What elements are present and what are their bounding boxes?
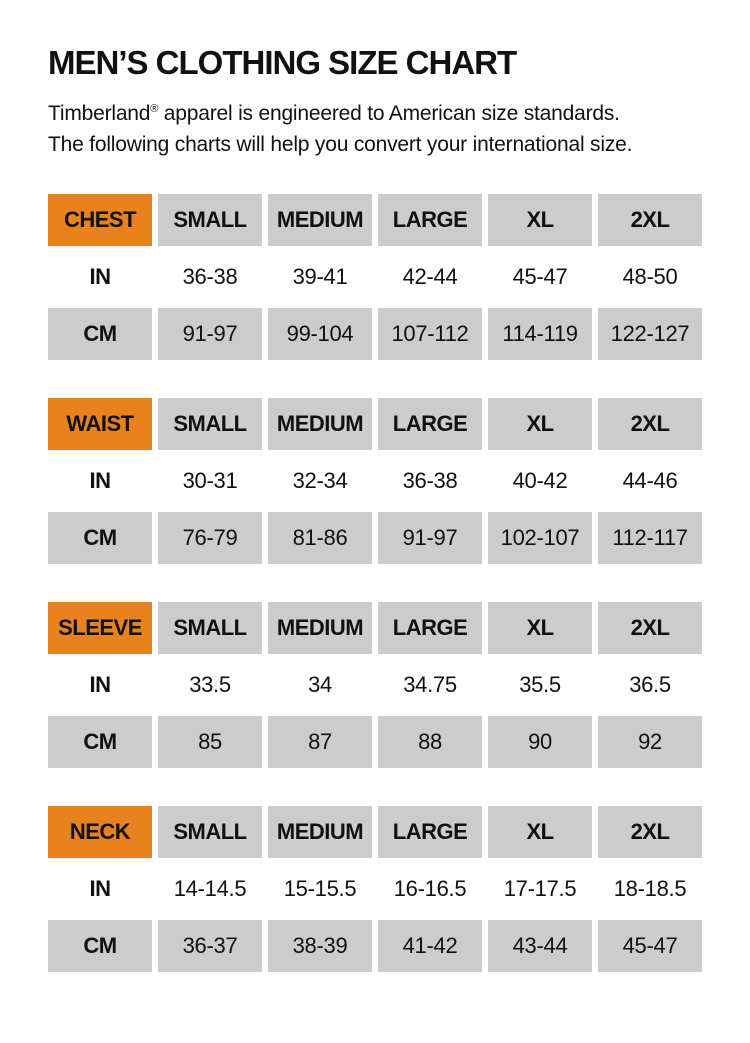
size-header-2xl-sleeve: 2XL: [598, 602, 702, 654]
category-label-neck: NECK: [48, 806, 152, 858]
neck-cm-value-1: 38-39: [268, 920, 372, 972]
size-header-large-sleeve: LARGE: [378, 602, 482, 654]
size-header-small-waist: SMALL: [158, 398, 262, 450]
size-header-xl-sleeve: XL: [488, 602, 592, 654]
neck-in-value-0: 14-14.5: [173, 876, 247, 901]
neck-in-value-2: 16-16.5: [393, 876, 467, 901]
unit-label-cm-chest: CM: [48, 308, 152, 360]
sleeve-in-value-0: 33.5: [189, 672, 231, 697]
chest-in-value-3: 45-47: [512, 264, 568, 289]
size-header-small-sleeve: SMALL: [158, 602, 262, 654]
size-header-large-waist: LARGE: [378, 398, 482, 450]
size-table-waist: WAIST SMALL MEDIUM LARGE XL 2XL IN 30-31 32-34 36…: [48, 398, 702, 564]
size-header-medium-sleeve: MEDIUM: [268, 602, 372, 654]
unit-label-in-neck: IN: [89, 876, 112, 901]
neck-cm-value-0: 36-37: [158, 920, 262, 972]
size-header-xl-waist: XL: [488, 398, 592, 450]
neck-in-value-3: 17-17.5: [503, 876, 577, 901]
chest-cm-value-3: 114-119: [488, 308, 592, 360]
waist-in-value-0: 30-31: [182, 468, 238, 493]
neck-in-value-1: 15-15.5: [283, 876, 357, 901]
size-header-2xl-neck: 2XL: [598, 806, 702, 858]
waist-cm-value-1: 81-86: [268, 512, 372, 564]
size-table-neck: NECK SMALL MEDIUM LARGE XL 2XL IN 14-14.5 15-15.…: [48, 806, 702, 972]
intro-text-rest: apparel is engineered to American size s…: [48, 102, 633, 156]
chest-cm-value-0: 91-97: [158, 308, 262, 360]
waist-cm-value-2: 91-97: [378, 512, 482, 564]
unit-label-cm-waist: CM: [48, 512, 152, 564]
sleeve-in-value-2: 34.75: [403, 672, 457, 697]
sleeve-cm-value-0: 85: [158, 716, 262, 768]
sleeve-cm-value-3: 90: [488, 716, 592, 768]
size-header-small-chest: SMALL: [158, 194, 262, 246]
category-label-waist: WAIST: [48, 398, 152, 450]
chest-cm-value-1: 99-104: [268, 308, 372, 360]
waist-cm-value-0: 76-79: [158, 512, 262, 564]
chest-in-value-4: 48-50: [622, 264, 678, 289]
neck-in-value-4: 18-18.5: [613, 876, 687, 901]
size-header-large-chest: LARGE: [378, 194, 482, 246]
sleeve-cm-value-2: 88: [378, 716, 482, 768]
category-label-sleeve: SLEEVE: [48, 602, 152, 654]
page-title: MEN’S CLOTHING SIZE CHART: [48, 44, 517, 81]
size-header-small-neck: SMALL: [158, 806, 262, 858]
waist-in-value-1: 32-34: [292, 468, 348, 493]
sleeve-cm-value-4: 92: [598, 716, 702, 768]
brand-name: Timberland: [48, 102, 151, 125]
size-header-medium-neck: MEDIUM: [268, 806, 372, 858]
waist-cm-value-4: 112-117: [598, 512, 702, 564]
sleeve-cm-value-1: 87: [268, 716, 372, 768]
intro-text: Timberland® apparel is engineered to Ame…: [48, 98, 648, 160]
size-header-xl-neck: XL: [488, 806, 592, 858]
sleeve-in-value-4: 36.5: [629, 672, 671, 697]
size-header-medium-chest: MEDIUM: [268, 194, 372, 246]
registered-trademark-symbol: ®: [150, 103, 159, 115]
waist-in-value-4: 44-46: [622, 468, 678, 493]
waist-in-value-2: 36-38: [402, 468, 458, 493]
waist-cm-value-3: 102-107: [488, 512, 592, 564]
unit-label-cm-sleeve: CM: [48, 716, 152, 768]
unit-label-in-chest: IN: [89, 264, 112, 289]
unit-label-in-sleeve: IN: [89, 672, 112, 697]
neck-cm-value-3: 43-44: [488, 920, 592, 972]
chest-in-value-2: 42-44: [402, 264, 458, 289]
waist-in-value-3: 40-42: [512, 468, 568, 493]
size-tables: CHEST SMALL MEDIUM LARGE XL 2XL IN 36-38 39-41 42…: [48, 194, 702, 972]
size-table-sleeve: SLEEVE SMALL MEDIUM LARGE XL 2XL IN 33.5 34 34.75…: [48, 602, 702, 768]
size-table-chest: CHEST SMALL MEDIUM LARGE XL 2XL IN 36-38 39-41 42…: [48, 194, 702, 360]
sleeve-in-value-1: 34: [308, 672, 332, 697]
size-header-large-neck: LARGE: [378, 806, 482, 858]
size-header-medium-waist: MEDIUM: [268, 398, 372, 450]
neck-cm-value-2: 41-42: [378, 920, 482, 972]
unit-label-in-waist: IN: [89, 468, 112, 493]
size-header-xl-chest: XL: [488, 194, 592, 246]
chest-in-value-1: 39-41: [292, 264, 348, 289]
chest-cm-value-2: 107-112: [378, 308, 482, 360]
unit-label-cm-neck: CM: [48, 920, 152, 972]
category-label-chest: CHEST: [48, 194, 152, 246]
size-header-2xl-chest: 2XL: [598, 194, 702, 246]
size-header-2xl-waist: 2XL: [598, 398, 702, 450]
neck-cm-value-4: 45-47: [598, 920, 702, 972]
sleeve-in-value-3: 35.5: [519, 672, 561, 697]
chest-in-value-0: 36-38: [182, 264, 238, 289]
chest-cm-value-4: 122-127: [598, 308, 702, 360]
